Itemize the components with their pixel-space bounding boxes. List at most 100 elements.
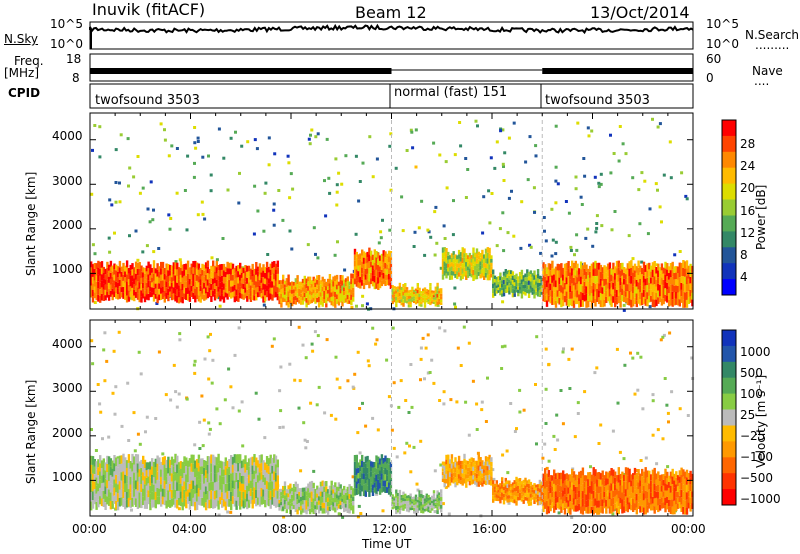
power-data-band-5 <box>518 282 522 287</box>
velocity-data-scatter <box>157 350 161 354</box>
power-data-band-0 <box>186 293 190 301</box>
velocity-data-band-1 <box>348 484 351 489</box>
velocity-data-scatter <box>311 349 315 353</box>
power-data-scatter <box>520 200 524 204</box>
power-data-band-6 <box>619 285 622 293</box>
velocity-data-band-6 <box>658 487 662 493</box>
power-data-band-6 <box>644 265 647 272</box>
velocity-data-band-1 <box>312 508 315 514</box>
velocity-data-band-1 <box>291 502 294 506</box>
velocity-data-band-3 <box>395 497 398 502</box>
power-data-band-0 <box>206 273 210 280</box>
power-data-band-4 <box>457 249 461 255</box>
velocity-data-band-6 <box>646 505 649 513</box>
velocity-data-band-3 <box>409 504 412 508</box>
velocity-data-band-6 <box>615 475 619 482</box>
velocity-data-band-3 <box>425 496 428 500</box>
power-data-band-3 <box>402 291 405 296</box>
velocity-data-band-6 <box>669 506 673 514</box>
velocity-data-band-1 <box>337 486 341 492</box>
power-data-band-0 <box>195 280 199 287</box>
velocity-data-band-6 <box>585 488 588 495</box>
power-data-band-0 <box>219 270 222 277</box>
velocity-data-band-0 <box>140 459 143 468</box>
power-data-band-1 <box>280 298 283 304</box>
power-data-band-0 <box>265 261 269 268</box>
velocity-data-band-4 <box>457 474 461 479</box>
velocity-data-band-6 <box>587 472 590 480</box>
power-data-band-4 <box>463 262 466 268</box>
velocity-data-band-1 <box>339 505 342 510</box>
velocity-data-band-1 <box>291 505 294 510</box>
velocity-data-band-0 <box>120 480 123 489</box>
power-data-band-0 <box>219 264 222 271</box>
power-data-scatter <box>174 260 178 264</box>
power-data-band-4 <box>448 263 452 268</box>
power-data-scatter <box>464 157 468 160</box>
velocity-data-band-6 <box>687 484 690 491</box>
velocity-data-band-5 <box>509 484 513 487</box>
power-data-band-0 <box>95 275 98 282</box>
power-data-band-3 <box>398 292 402 297</box>
velocity-data-band-6 <box>549 493 552 500</box>
velocity-data-band-0 <box>140 467 143 476</box>
velocity-data-scatter <box>144 430 147 434</box>
power-data-band-6 <box>603 285 606 293</box>
velocity-data-band-6 <box>671 468 674 477</box>
velocity-data-band-3 <box>416 497 419 500</box>
velocity-data-band-0 <box>197 454 201 463</box>
velocity-data-scatter <box>288 362 292 366</box>
power-data-band-0 <box>265 267 269 274</box>
velocity-data-band-2 <box>387 458 391 465</box>
power-data-scatter <box>612 152 616 155</box>
power-data-band-0 <box>170 288 174 295</box>
velocity-data-band-0 <box>258 480 262 490</box>
velocity-data-band-6 <box>576 505 579 512</box>
velocity-data-band-4 <box>465 460 468 465</box>
power-data-band-2 <box>359 276 362 283</box>
power-data-scatter <box>234 130 237 134</box>
velocity-data-band-6 <box>588 499 592 507</box>
velocity-data-band-6 <box>558 479 561 486</box>
velocity-data-band-1 <box>285 493 288 498</box>
power-data-band-5 <box>499 276 502 281</box>
velocity-data-band-1 <box>348 498 351 504</box>
power-data-band-1 <box>283 298 287 302</box>
power-data-band-1 <box>326 286 330 290</box>
velocity-data-band-6 <box>689 491 692 498</box>
velocity-data-band-6 <box>565 502 568 509</box>
power-data-band-0 <box>125 267 129 275</box>
power-data-band-5 <box>502 284 506 289</box>
power-data-band-6 <box>556 290 559 297</box>
power-data-scatter <box>368 135 372 139</box>
power-data-band-3 <box>429 294 432 298</box>
velocity-data-band-0 <box>129 461 132 469</box>
power-data-band-5 <box>517 289 520 293</box>
power-data-band-0 <box>228 268 231 275</box>
velocity-data-band-0 <box>267 498 271 507</box>
power-data-band-2 <box>382 272 385 279</box>
power-data-band-3 <box>393 291 396 295</box>
velocity-data-band-3 <box>391 494 394 497</box>
velocity-data-band-0 <box>233 462 236 472</box>
power-data-scatter <box>262 303 266 307</box>
power-data-band-0 <box>122 268 125 275</box>
power-data-band-5 <box>538 289 542 294</box>
velocity-data-band-6 <box>563 501 567 508</box>
power-data-band-1 <box>352 283 355 288</box>
velocity-data-band-0 <box>167 481 170 491</box>
velocity-data-band-3 <box>395 510 398 515</box>
velocity-data-band-3 <box>413 499 416 503</box>
velocity-data-band-1 <box>296 494 299 500</box>
power-data-band-6 <box>562 293 565 300</box>
power-data-band-1 <box>317 291 321 297</box>
velocity-data-band-0 <box>140 500 143 509</box>
freq-trace <box>90 68 693 74</box>
power-data-band-0 <box>102 289 105 296</box>
power-data-band-6 <box>562 274 565 281</box>
velocity-data-band-0 <box>136 481 140 491</box>
velocity-data-band-0 <box>186 482 190 490</box>
velocity-data-band-0 <box>265 464 269 473</box>
power-data-band-0 <box>258 274 262 281</box>
power-data-band-6 <box>626 277 629 285</box>
